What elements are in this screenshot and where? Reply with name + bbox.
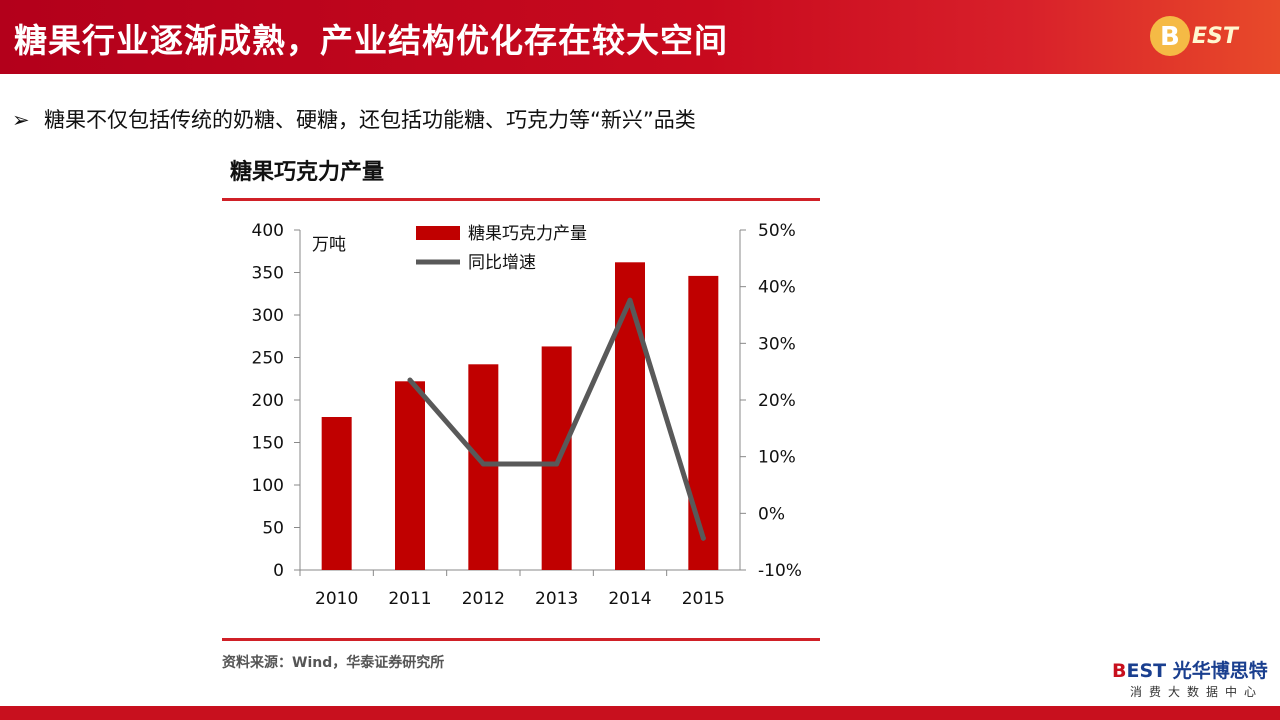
- left-tick-label: 400: [252, 221, 284, 241]
- right-tick-label: -10%: [758, 561, 802, 581]
- svg-text:B: B: [1160, 22, 1180, 52]
- bottom-divider: [222, 638, 820, 641]
- left-tick-label: 150: [252, 434, 284, 454]
- bar-2010: [321, 417, 352, 570]
- left-tick-label: 0: [273, 561, 284, 581]
- x-tick-label: 2012: [462, 589, 505, 609]
- bar-2012: [468, 364, 499, 570]
- right-tick-label: 0%: [758, 504, 785, 524]
- legend-line-label: 同比增速: [468, 253, 536, 273]
- right-tick-label: 30%: [758, 334, 796, 354]
- brand-subtitle: 消费大数据中心: [1130, 685, 1264, 699]
- right-tick-label: 40%: [758, 278, 796, 298]
- right-tick-label: 10%: [758, 448, 796, 468]
- growth-point-2012: [480, 461, 486, 467]
- x-tick-label: 2010: [315, 589, 358, 609]
- bar-2011: [395, 381, 425, 570]
- x-tick-label: 2011: [388, 589, 431, 609]
- x-tick-label: 2015: [682, 589, 725, 609]
- right-tick-label: 50%: [758, 221, 796, 241]
- right-tick-label: 20%: [758, 391, 796, 411]
- brand-logo: BEST 光华博思特 消费大数据中心: [1112, 656, 1272, 702]
- x-tick-label: 2014: [608, 589, 651, 609]
- production-chart: 0 50 100 150 200 250 300 350 400 -10% 0% 10% 20% 30% 4…: [252, 221, 802, 609]
- left-tick-label: 250: [252, 349, 284, 369]
- chart-title: 糖果巧克力产量: [230, 160, 385, 185]
- left-tick-label: 350: [252, 264, 284, 284]
- left-tick-label: 100: [252, 476, 284, 496]
- left-tick-label: 50: [262, 519, 284, 539]
- best-logo: B EST: [1150, 16, 1240, 56]
- growth-point-2014: [627, 297, 633, 303]
- growth-point-2015: [700, 535, 706, 541]
- header-banner: 糖果行业逐渐成熟，产业结构优化存在较大空间 B EST: [0, 0, 1280, 74]
- bullet-point: ➢ 糖果不仅包括传统的奶糖、硬糖，还包括功能糖、巧克力等“新兴”品类: [12, 104, 696, 134]
- legend-bar-label: 糖果巧克力产量: [468, 224, 587, 244]
- legend-bar-swatch: [416, 226, 460, 240]
- page-title: 糖果行业逐渐成熟，产业结构优化存在较大空间: [14, 21, 728, 60]
- bar-2014: [615, 262, 645, 570]
- left-tick-label: 200: [252, 391, 284, 411]
- unit-label: 万吨: [312, 235, 346, 255]
- top-divider: [222, 198, 820, 201]
- bullet-text: 糖果不仅包括传统的奶糖、硬糖，还包括功能糖、巧克力等“新兴”品类: [44, 108, 696, 132]
- growth-point-2013: [554, 461, 560, 467]
- x-tick-label: 2013: [535, 589, 578, 609]
- brand-name: BEST 光华博思特: [1112, 660, 1268, 682]
- footer-bar: [0, 706, 1280, 720]
- growth-point-2011: [407, 377, 413, 383]
- bar-2015: [688, 275, 719, 570]
- arrow-bullet-icon: ➢: [12, 108, 30, 132]
- svg-text:EST: EST: [1192, 24, 1240, 49]
- source-note: 资料来源：Wind，华泰证券研究所: [222, 655, 445, 671]
- left-tick-label: 300: [252, 306, 284, 326]
